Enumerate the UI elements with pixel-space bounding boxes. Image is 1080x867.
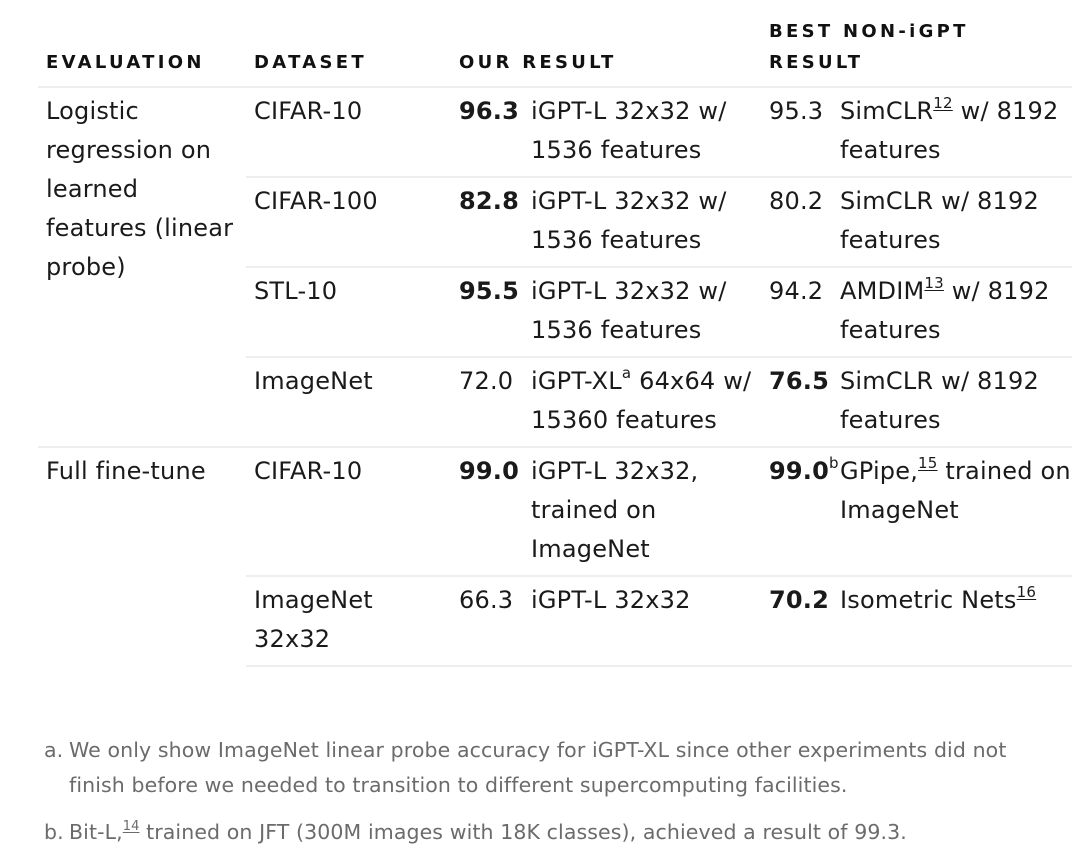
reference-link[interactable]: 12 [933,94,953,112]
footnote-text: Bit-L,14 trained on JFT (300M images wit… [69,815,1064,850]
best-value-cell: 99.0b [761,446,839,576]
best-model-name: AMDIM [840,277,925,305]
header-row: EVALUATION DATASET OUR RESULT BEST NON-i… [38,14,1072,87]
dataset-cell: ImageNet [246,356,451,447]
header-best-line2: RESULT [769,52,864,73]
footnote-b: b. Bit-L,14 trained on JFT (300M images … [44,815,1064,850]
our-model-cell: iGPT-L 32x32 w/ 1536 features [529,266,761,357]
our-value-cell: 66.3 [451,575,529,667]
reference-link[interactable]: 15 [918,454,938,472]
footnote-text-end: trained on JFT (300M images with 18K cla… [139,820,907,844]
footnote-marker: b. [44,820,64,844]
our-value-cell: 99.0 [451,446,529,576]
reference-link[interactable]: 13 [924,274,944,292]
our-value-cell: 96.3 [451,86,529,177]
table-row: ImageNet 32x32 66.3 iGPT-L 32x32 70.2 Is… [38,575,1072,667]
best-model-detail: w/ 8192 features [840,277,1050,344]
our-value-cell: 82.8 [451,176,529,267]
header-dataset: DATASET [254,52,367,73]
best-value-cell: 80.2 [761,176,838,267]
footnote-text-start: Bit-L, [69,820,123,844]
dataset-cell: STL-10 [246,266,451,357]
table-row: Logistic regression on learned features … [38,86,1072,447]
our-model-cell: iGPT-L 32x32 [529,575,761,667]
best-model-cell: SimCLR w/ 8192 features [838,356,1072,447]
group-fine-tune: Full fine-tune [38,446,246,666]
best-value-cell: 94.2 [761,266,838,357]
best-model-detail: trained on ImageNet [840,457,1071,524]
reference-link[interactable]: 14 [122,819,140,834]
our-model-cell: iGPT-L 32x32 w/ 1536 features [529,86,761,177]
best-model-name: SimCLR [840,97,934,125]
table-row: STL-10 95.5 iGPT-L 32x32 w/ 1536 feature… [38,266,1072,357]
our-model-cell: iGPT-L 32x32, trained on ImageNet [529,446,761,576]
footnote-marker[interactable]: b [829,454,839,472]
table-row: Full fine-tune CIFAR-10 99.0 iGPT-L 32x3… [38,446,1072,666]
best-value-cell: 95.3 [761,86,838,177]
header-our-result: OUR RESULT [459,52,617,73]
best-model-cell: GPipe,15 trained on ImageNet [838,446,1072,576]
our-model-cell: iGPT-XLa 64x64 w/ 15360 features [529,356,761,447]
our-value-cell: 72.0 [451,356,529,447]
results-table-container: EVALUATION DATASET OUR RESULT BEST NON-i… [38,14,1072,667]
best-model-name: GPipe, [840,457,919,485]
group-linear-probe: Logistic regression on learned features … [38,86,246,447]
header-evaluation: EVALUATION [46,52,205,73]
footnotes: a. We only show ImageNet linear probe ac… [44,733,1064,862]
table-row: ImageNet 72.0 iGPT-XLa 64x64 w/ 15360 fe… [38,356,1072,447]
dataset-cell: CIFAR-100 [246,176,451,267]
our-value-cell: 95.5 [451,266,529,357]
best-model-cell: SimCLR12 w/ 8192 features [838,86,1072,177]
best-value-cell: 76.5 [761,356,838,447]
header-best-line1: BEST NON-iGPT [769,21,969,42]
best-model-name: Isometric Nets [840,586,1017,614]
best-value-cell: 70.2 [761,575,838,667]
our-model-detail: 64x64 w/ 15360 features [531,367,752,434]
best-model-cell: AMDIM13 w/ 8192 features [838,266,1072,357]
footnote-marker: a. [44,738,64,762]
footnote-text: We only show ImageNet linear probe accur… [69,738,1007,797]
best-model-cell: SimCLR w/ 8192 features [838,176,1072,267]
dataset-cell: CIFAR-10 [246,446,451,576]
footnote-marker[interactable]: a [621,364,632,382]
our-model-cell: iGPT-L 32x32 w/ 1536 features [529,176,761,267]
results-table: EVALUATION DATASET OUR RESULT BEST NON-i… [38,14,1072,667]
our-model-name: iGPT-XL [531,367,622,395]
table-row: CIFAR-100 82.8 iGPT-L 32x32 w/ 1536 feat… [38,176,1072,267]
reference-link[interactable]: 16 [1016,583,1037,601]
best-model-detail: w/ 8192 features [840,97,1059,164]
best-model-cell: Isometric Nets16 [838,575,1072,667]
dataset-cell: ImageNet 32x32 [246,575,451,667]
header-best-result: BEST NON-iGPT RESULT [761,14,1072,87]
best-value: 99.0 [769,457,830,485]
footnote-a: a. We only show ImageNet linear probe ac… [44,733,1064,803]
dataset-cell: CIFAR-10 [246,86,451,177]
